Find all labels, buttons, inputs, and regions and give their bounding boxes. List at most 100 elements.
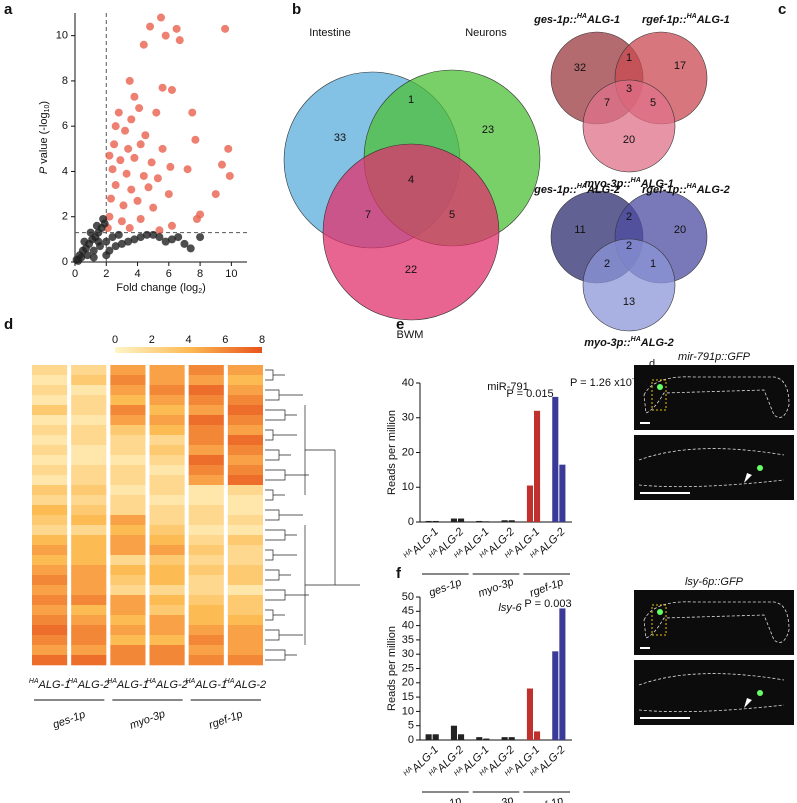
- heat-cell: [188, 375, 224, 386]
- heat-cell: [149, 385, 185, 396]
- heat-cell: [32, 555, 68, 566]
- heat-cell: [71, 595, 107, 606]
- heat-cell: [227, 385, 263, 396]
- heat-cell: [110, 645, 146, 656]
- x-tick-label: 10: [225, 268, 237, 280]
- heat-cell: [110, 415, 146, 426]
- venn-count: 32: [574, 62, 586, 74]
- heat-cell: [110, 595, 146, 606]
- heat-cell: [32, 575, 68, 586]
- heat-cell: [71, 645, 107, 656]
- panel-label: f: [396, 565, 402, 582]
- heat-cell: [71, 535, 107, 546]
- heat-cell: [188, 655, 224, 666]
- heat-cell: [188, 365, 224, 376]
- point: [149, 203, 158, 212]
- heat-cell: [188, 465, 224, 476]
- bar: [552, 396, 559, 522]
- point: [111, 181, 120, 190]
- panel-label: a: [4, 1, 13, 18]
- y-tick-label: 30: [402, 648, 414, 660]
- column-label: HAALG-2: [68, 678, 110, 691]
- y-tick-label: 25: [402, 662, 414, 674]
- point: [167, 85, 176, 94]
- column-label-part: HA: [225, 678, 235, 685]
- venn-label: myo-3p::HAALG-1: [584, 177, 674, 190]
- y-tick-label: 15: [402, 691, 414, 703]
- venn-count: 17: [674, 60, 686, 72]
- heat-cell: [188, 405, 224, 416]
- heat-cell: [110, 635, 146, 646]
- heat-cell: [227, 595, 263, 606]
- heat-cell: [71, 375, 107, 386]
- venn-label-part: ALG-2: [586, 184, 620, 196]
- heat-cell: [71, 655, 107, 666]
- group-label: rgef-1p: [528, 576, 565, 599]
- heat-cell: [227, 415, 263, 426]
- heat-cell: [149, 655, 185, 666]
- venn-label-part: ALG-1: [696, 14, 730, 26]
- heat-cell: [32, 415, 68, 426]
- annotation: P = 1.26 x10-6: [570, 376, 638, 389]
- point: [89, 246, 98, 255]
- heat-cell: [149, 525, 185, 536]
- point: [102, 237, 111, 246]
- heat-cell: [71, 555, 107, 566]
- point: [136, 233, 145, 242]
- point: [155, 226, 164, 235]
- heat-cell: [110, 425, 146, 436]
- heat-cell: [32, 645, 68, 656]
- venn-label: rgef-1p::HAALG-2: [642, 183, 730, 196]
- heat-cell: [110, 385, 146, 396]
- point: [116, 156, 125, 165]
- heat-cell: [149, 485, 185, 496]
- heat-cell: [227, 475, 263, 486]
- heat-cell: [227, 375, 263, 386]
- point: [146, 22, 155, 31]
- heat-cell: [188, 505, 224, 516]
- heat-cell: [227, 505, 263, 516]
- bar: [425, 734, 432, 740]
- heat-cell: [188, 495, 224, 506]
- heat-cell: [32, 515, 68, 526]
- heat-cell: [188, 565, 224, 576]
- heat-cell: [71, 385, 107, 396]
- column-label: HAALG-1: [29, 678, 71, 691]
- venn-label-part: ALG-2: [640, 337, 674, 349]
- point: [130, 92, 139, 101]
- venn-label-part: ALG-2: [696, 184, 730, 196]
- venn-label: rgef-1p::HAALG-1: [642, 13, 730, 26]
- group-label: myo-3p: [477, 576, 516, 600]
- point: [221, 24, 230, 33]
- venn-count: 5: [650, 97, 656, 109]
- heat-cell: [227, 495, 263, 506]
- bar: [508, 520, 515, 522]
- heat-cell: [149, 615, 185, 626]
- x-tick-label: 2: [103, 268, 109, 280]
- heat-cell: [227, 405, 263, 416]
- venn-label-part: rgef-1p::: [642, 184, 687, 196]
- heat-cell: [227, 455, 263, 466]
- heat-cell: [110, 615, 146, 626]
- heat-cell: [149, 435, 185, 446]
- column-label: HAALG-1: [185, 678, 227, 691]
- venn-set: [582, 79, 676, 173]
- venn-count: 33: [334, 132, 346, 144]
- y-axis-label: Reads per million: [386, 626, 398, 711]
- point: [127, 185, 136, 194]
- point: [164, 190, 173, 199]
- heat-cell: [32, 535, 68, 546]
- heat-cell: [227, 565, 263, 576]
- point: [217, 160, 226, 169]
- y-tick-label: 50: [402, 591, 414, 603]
- venn-label-part: HA: [577, 183, 587, 190]
- heat-cell: [32, 505, 68, 516]
- bar: [476, 520, 483, 522]
- venn-count: 23: [482, 124, 494, 136]
- venn-count: 20: [623, 134, 635, 146]
- x-axis-label-part: Fold change (log: [116, 282, 198, 294]
- y-tick-label: 2: [62, 211, 68, 223]
- heat-cell: [71, 625, 107, 636]
- y-tick-label: 0: [408, 516, 414, 528]
- heat-cell: [71, 495, 107, 506]
